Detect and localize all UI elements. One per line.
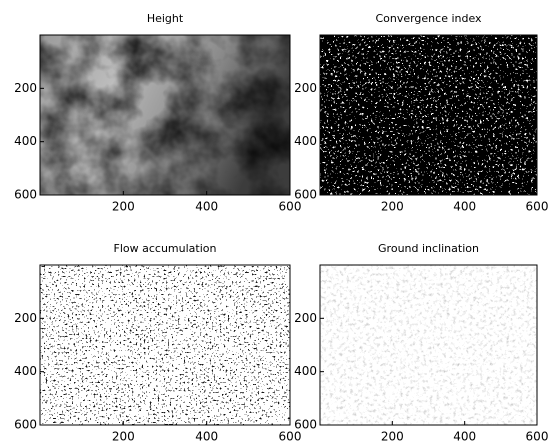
y-tick-label: 400 bbox=[14, 134, 37, 148]
subplot-title: Height bbox=[147, 12, 184, 25]
image-texture bbox=[320, 35, 537, 195]
y-tick-label: 600 bbox=[14, 418, 37, 432]
x-tick-label: 400 bbox=[453, 430, 476, 443]
x-tick-label: 200 bbox=[381, 200, 404, 214]
y-tick-label: 600 bbox=[14, 188, 37, 202]
subplot-title: Convergence index bbox=[375, 12, 482, 25]
x-tick-label: 400 bbox=[195, 200, 218, 214]
y-tick-label: 400 bbox=[294, 134, 317, 148]
axes-box bbox=[39, 264, 291, 426]
subplot: Flow accumulation 200 400 600 200 400 600 bbox=[14, 242, 301, 443]
subplot-title: Flow accumulation bbox=[114, 242, 217, 255]
x-tick-label: 400 bbox=[453, 200, 476, 214]
axes-box bbox=[39, 34, 291, 196]
x-tick-label: 600 bbox=[526, 200, 548, 214]
image-texture bbox=[320, 265, 537, 425]
y-tick-label: 600 bbox=[294, 188, 317, 202]
y-tick-label: 200 bbox=[294, 311, 317, 325]
y-tick-label: 400 bbox=[294, 364, 317, 378]
y-tick-label: 400 bbox=[14, 364, 37, 378]
x-tick-label: 200 bbox=[381, 430, 404, 443]
subplot-title: Ground inclination bbox=[378, 242, 479, 255]
y-tick-label: 200 bbox=[14, 311, 37, 325]
axes-box bbox=[319, 264, 538, 426]
x-tick-label: 400 bbox=[195, 430, 218, 443]
x-tick-label: 600 bbox=[279, 200, 302, 214]
subplot: Convergence index 200 400 600 200 400 600 bbox=[294, 12, 548, 214]
image-texture bbox=[40, 35, 290, 195]
x-tick-label: 600 bbox=[526, 430, 548, 443]
axes-box bbox=[319, 34, 538, 196]
y-tick-label: 200 bbox=[14, 81, 37, 95]
x-tick-label: 200 bbox=[112, 200, 135, 214]
subplot: Ground inclination 200 400 600 200 400 600 bbox=[294, 242, 548, 443]
y-tick-label: 200 bbox=[294, 81, 317, 95]
x-tick-label: 600 bbox=[279, 430, 302, 443]
image-texture bbox=[40, 265, 290, 425]
y-tick-label: 600 bbox=[294, 418, 317, 432]
x-tick-label: 200 bbox=[112, 430, 135, 443]
subplot: Height 200 400 600 200 400 600 bbox=[14, 12, 301, 214]
